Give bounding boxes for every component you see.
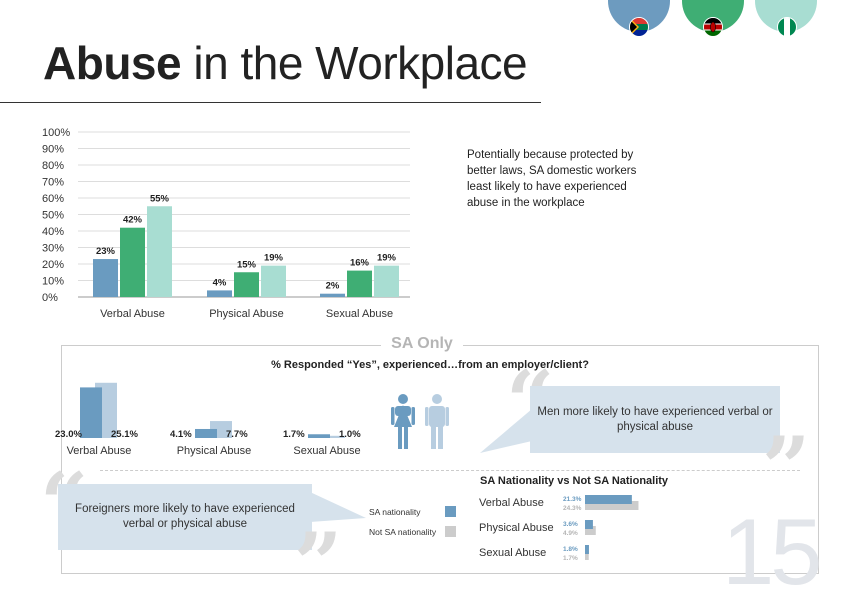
legend-swatch-not-sa xyxy=(445,526,456,537)
data-label: 19% xyxy=(264,253,284,264)
bar xyxy=(585,501,639,510)
kenya-flag-icon xyxy=(703,17,723,37)
category-label: Sexual Abuse xyxy=(293,445,360,457)
y-tick-label: 20% xyxy=(42,259,64,271)
data-label: 2% xyxy=(326,281,340,292)
bar xyxy=(93,259,118,297)
foreigners-callout: Foreigners more likely to have experienc… xyxy=(58,484,312,550)
y-tick-label: 40% xyxy=(42,226,64,238)
y-tick-label: 90% xyxy=(42,144,64,156)
bar xyxy=(308,434,330,438)
title-bold: Abuse xyxy=(43,37,182,89)
category-label: Verbal Abuse xyxy=(100,308,165,320)
bar xyxy=(585,526,596,535)
male-figure-icon xyxy=(425,394,449,449)
data-label: 19% xyxy=(377,253,397,264)
data-label: 1.7% xyxy=(283,429,305,440)
page-title: Abuse in the Workplace xyxy=(43,36,528,90)
data-label: 4.1% xyxy=(170,429,192,440)
bar xyxy=(80,387,102,438)
data-label: 1.0% xyxy=(339,429,361,440)
bar xyxy=(347,270,372,297)
bar xyxy=(585,520,593,529)
nigeria-flag-icon xyxy=(777,17,797,37)
nationality-chart: Verbal Abuse 21.3% 24.3% Physical Abuse 3.6%… xyxy=(479,495,639,562)
bar xyxy=(261,265,286,297)
bar xyxy=(323,435,345,438)
category-label: Verbal Abuse xyxy=(67,445,132,457)
data-label: 15% xyxy=(237,259,257,270)
sa-question: % Responded “Yes”, experienced…from an e… xyxy=(271,359,589,371)
y-tick-label: 0% xyxy=(42,292,58,304)
legend-swatch-sa xyxy=(445,506,456,517)
page-number: 15 xyxy=(722,499,823,604)
men-callout-pointer xyxy=(480,409,532,453)
y-tick-label: 70% xyxy=(42,177,64,189)
legend-not-sa-nationality: Not SA nationality xyxy=(369,527,437,537)
bar xyxy=(207,290,232,297)
data-label: 7.7% xyxy=(226,429,248,440)
data-label: 23.0% xyxy=(55,429,82,440)
y-tick-label: 60% xyxy=(42,193,64,205)
bar xyxy=(585,545,589,554)
data-label: 55% xyxy=(150,193,170,204)
section-divider xyxy=(100,470,800,471)
sa-only-label: SA Only xyxy=(381,335,463,353)
data-label: 24.3% xyxy=(563,505,582,512)
title-rest: in the Workplace xyxy=(181,37,528,89)
legend-sa-nationality: SA nationality xyxy=(369,507,421,517)
bar xyxy=(195,428,217,438)
men-callout: Men more likely to have experienced verb… xyxy=(530,386,780,453)
category-label: Physical Abuse xyxy=(209,308,284,320)
south-africa-flag-icon xyxy=(629,17,649,37)
data-label: 1.7% xyxy=(563,555,578,562)
data-label: 4.9% xyxy=(563,530,578,537)
y-tick-label: 50% xyxy=(42,210,64,222)
data-label: 23% xyxy=(96,246,116,257)
bar xyxy=(585,551,589,560)
bar xyxy=(320,293,345,297)
nationality-title: SA Nationality vs Not SA Nationality xyxy=(480,475,669,487)
data-label: 4% xyxy=(213,277,227,288)
y-tick-label: 10% xyxy=(42,276,64,288)
bar xyxy=(234,272,259,297)
category-label: Sexual Abuse xyxy=(479,547,546,559)
foreigners-callout-pointer xyxy=(310,492,366,522)
bar xyxy=(147,206,172,297)
close-quote-icon: ” xyxy=(294,514,343,613)
y-tick-label: 30% xyxy=(42,243,64,255)
data-label: 16% xyxy=(350,258,370,269)
y-tick-label: 100% xyxy=(42,127,70,139)
close-quote-icon: ” xyxy=(762,418,811,517)
bar xyxy=(374,265,399,297)
bar xyxy=(120,227,145,297)
category-label: Physical Abuse xyxy=(177,445,252,457)
data-label: 3.6% xyxy=(563,521,578,528)
title-divider xyxy=(0,102,541,103)
female-figure-icon xyxy=(391,394,415,449)
intro-text: Potentially because protected by better … xyxy=(467,149,637,209)
data-label: 21.3% xyxy=(563,496,582,503)
y-tick-label: 80% xyxy=(42,160,64,172)
category-label: Verbal Abuse xyxy=(479,497,544,509)
category-label: Physical Abuse xyxy=(479,522,554,534)
bar xyxy=(585,495,632,504)
data-label: 42% xyxy=(123,215,143,226)
data-label: 1.8% xyxy=(563,546,578,553)
category-label: Sexual Abuse xyxy=(326,308,393,320)
data-label: 25.1% xyxy=(111,429,138,440)
sa-gender-chart: 23.0% 25.1% Verbal Abuse 4.1% 7.7% Physical A… xyxy=(55,382,361,457)
main-abuse-chart: 0% 10% 20% 30% 40% 50% 60% 70% 80% 90% 100% 23% 42% 5… xyxy=(42,127,410,320)
